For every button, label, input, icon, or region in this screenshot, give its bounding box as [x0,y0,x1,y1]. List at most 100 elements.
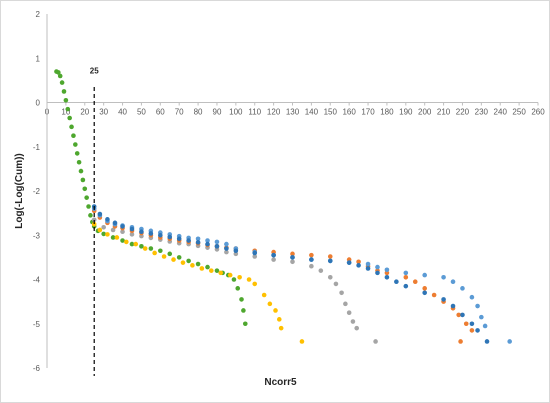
data-point [205,264,210,270]
data-point [171,257,176,262]
data-point [91,217,97,223]
data-point [139,244,144,249]
data-point [120,238,125,243]
data-point [56,70,61,75]
data-point [82,186,88,192]
data-point [235,286,241,291]
data-point [346,310,352,315]
data-point [105,232,110,237]
data-point [375,270,380,276]
data-point [186,238,191,243]
data-point [456,312,461,318]
x-tick-label: 180 [380,108,394,117]
data-point [403,270,409,276]
data-point [86,204,91,209]
data-point [339,290,344,296]
x-tick-label: 200 [418,108,432,117]
data-point [129,226,135,232]
x-tick-label: 220 [456,108,470,117]
data-point [158,232,163,238]
data-point [110,235,116,240]
data-point [273,308,278,313]
data-point [88,213,93,218]
data-point [241,308,246,313]
data-point [205,238,210,243]
data-point [120,229,125,235]
series-5 [91,206,512,344]
data-point [167,251,173,257]
data-point [290,255,295,260]
data-point [237,274,242,280]
data-point [227,272,233,278]
data-point [224,249,229,255]
data-point [199,266,205,271]
data-point [139,229,144,235]
data-point [507,339,512,344]
data-point [460,312,465,318]
data-point [422,286,427,291]
y-tick-label: -2 [33,187,41,196]
data-point [309,263,314,269]
x-tick-label: 60 [156,108,165,117]
data-point [224,241,229,247]
data-point [343,301,348,307]
data-point [63,97,69,103]
data-point [384,274,390,280]
data-point [261,292,267,298]
x-tick-label: 230 [475,108,489,117]
data-point [482,323,488,329]
data-point [152,250,157,256]
data-point [195,236,201,242]
data-point [71,133,76,138]
data-point [242,321,248,327]
data-point [484,339,490,344]
x-tick-label: 30 [99,108,108,117]
x-tick-label: 90 [213,108,222,117]
data-point [114,235,120,240]
x-axis: 0102030405060708090100110120130140150160… [45,102,545,117]
data-point [271,257,276,262]
data-point [148,246,154,251]
data-point [195,261,201,267]
data-point [180,260,186,265]
x-tick-label: 20 [80,108,89,117]
x-tick-label: 40 [118,108,127,117]
data-point [67,115,72,121]
y-tick-label: -5 [33,320,41,329]
x-tick-label: 240 [494,108,508,117]
data-point [290,251,295,257]
y-axis-title: Log(-Log(Cum)) [14,153,25,229]
y-tick-label: -6 [33,364,41,373]
data-point [469,321,475,327]
data-point [57,73,63,79]
x-axis-title: Ncorr5 [264,377,297,388]
data-point [176,236,182,242]
data-point [74,151,80,156]
data-point [422,272,427,278]
data-point [69,124,74,130]
data-point [309,252,314,258]
data-point [431,292,437,298]
data-point [176,255,182,260]
data-point [129,232,135,237]
data-point [299,339,305,344]
data-point [105,217,110,222]
data-point [441,297,446,302]
data-point [214,239,220,245]
data-point [101,231,106,237]
x-tick-label: 100 [229,108,243,117]
data-point [441,274,446,280]
data-point [412,279,418,285]
data-points [54,69,512,344]
x-tick-label: 150 [324,108,338,117]
data-point [479,314,484,320]
data-point [120,224,125,229]
data-point [101,224,106,230]
data-point [278,325,284,331]
data-point [333,281,339,287]
x-tick-label: 190 [399,108,413,117]
x-tick-label: 110 [248,108,261,117]
series-6 [91,204,490,344]
data-point [110,227,116,233]
